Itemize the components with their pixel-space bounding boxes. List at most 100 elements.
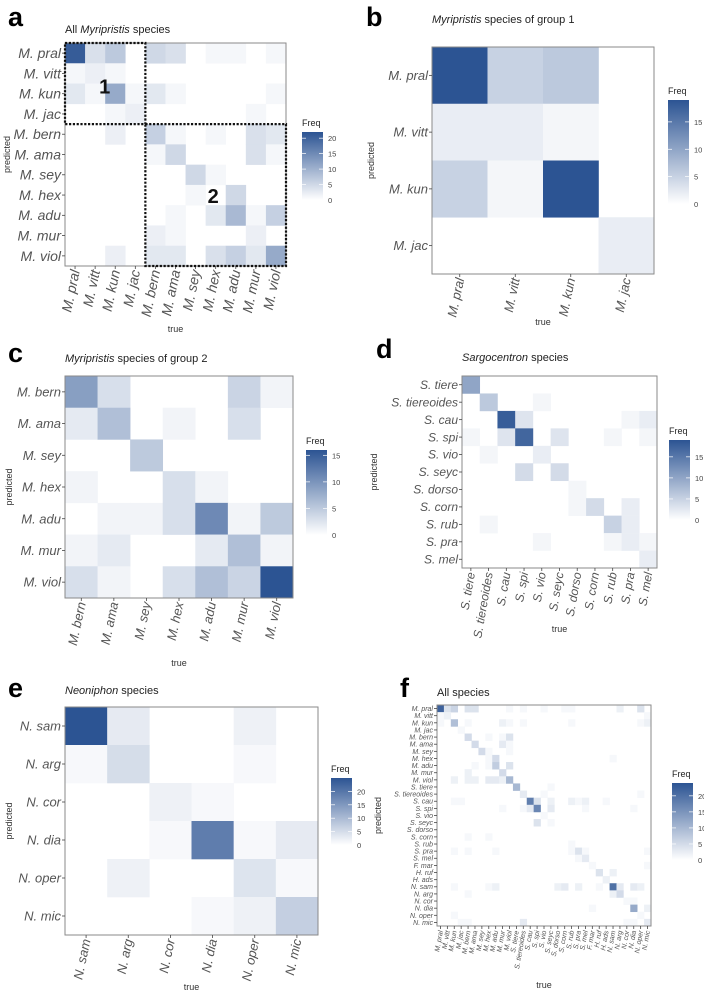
title-prefix: All bbox=[65, 24, 80, 36]
legend-tick-label: 15 bbox=[357, 801, 365, 810]
y-tick-label: M. bern bbox=[409, 735, 433, 742]
y-tick-label: N. dia bbox=[27, 833, 61, 848]
heatmap-cell bbox=[149, 821, 192, 860]
x-axis-label: true bbox=[536, 980, 552, 990]
y-axis-label: predicted bbox=[4, 468, 14, 505]
heatmap-cell bbox=[107, 859, 150, 898]
heatmap-cell bbox=[603, 428, 622, 447]
y-tick-label: M. mur bbox=[17, 227, 62, 243]
legend-tick-label: 5 bbox=[328, 181, 332, 190]
heatmap-cell bbox=[499, 769, 507, 777]
legend-tick-label: 5 bbox=[694, 173, 698, 182]
heatmap-cell bbox=[85, 63, 106, 84]
y-tick-label: M. pral bbox=[412, 706, 434, 713]
heatmap-cell bbox=[506, 705, 514, 713]
heatmap-cell bbox=[162, 502, 196, 535]
y-tick-label: N. mic bbox=[24, 909, 61, 924]
x-tick-label: H. ruf bbox=[594, 929, 604, 948]
plot-frame bbox=[64, 706, 319, 936]
heatmap-cell bbox=[275, 821, 319, 860]
y-tick-label: M. pral bbox=[18, 45, 62, 61]
heatmap-cell bbox=[479, 445, 498, 464]
y-axis-label: predicted bbox=[2, 136, 12, 173]
title-suffix: species of group 2 bbox=[115, 353, 208, 365]
heatmap-cell bbox=[432, 47, 488, 105]
legend-tick-label: 5 bbox=[695, 495, 699, 504]
heatmap-cell bbox=[506, 719, 514, 727]
heatmap-cell bbox=[165, 43, 186, 64]
heatmap-cell bbox=[519, 918, 528, 927]
heatmap-cell bbox=[450, 776, 459, 784]
legend-title: Freq bbox=[331, 764, 350, 774]
y-axis-label: predicted bbox=[366, 142, 376, 179]
heatmap-cell bbox=[65, 407, 98, 440]
heatmap-cell bbox=[621, 515, 640, 534]
heatmap-cell bbox=[65, 707, 108, 746]
heatmap-cell bbox=[568, 797, 576, 806]
legend: Freq 0 5 10 15 bbox=[306, 436, 340, 540]
y-tick-label: S. spi bbox=[415, 806, 433, 813]
heatmap-cell bbox=[457, 797, 465, 806]
heatmap-cell bbox=[547, 797, 555, 806]
legend: Freq 0 5 10 15 bbox=[668, 86, 702, 209]
heatmap-cell bbox=[581, 804, 590, 813]
chart-title: Myripristis species of group 1 bbox=[432, 14, 574, 26]
title-italic: Neoniphon bbox=[65, 685, 118, 697]
heatmap-cell bbox=[540, 811, 548, 820]
heatmap-cell bbox=[464, 890, 472, 898]
y-tick-label: M. sey bbox=[412, 749, 433, 756]
heatmap-cell bbox=[275, 897, 319, 936]
x-tick-label: M. pral bbox=[444, 275, 467, 318]
y-tick-label: S. cau bbox=[424, 413, 458, 427]
legend-tick-label: 10 bbox=[694, 145, 702, 154]
heatmap-cell bbox=[506, 747, 514, 756]
heatmap-cell bbox=[568, 498, 587, 516]
heatmap-cell bbox=[227, 566, 261, 599]
x-tick-label: S. corn bbox=[582, 571, 602, 611]
legend-colorbar bbox=[331, 778, 352, 845]
heatmap-cell bbox=[265, 83, 287, 105]
legend-tick-label: 10 bbox=[357, 814, 365, 823]
y-tick-label: N. arg bbox=[26, 757, 62, 772]
heatmap-cell bbox=[487, 160, 544, 218]
heatmap-cell bbox=[105, 63, 126, 84]
heatmap-cell bbox=[130, 439, 164, 472]
heatmap-cell bbox=[464, 847, 472, 856]
heatmap-cell bbox=[65, 566, 98, 599]
x-tick-label: M. adu bbox=[196, 601, 219, 643]
heatmap-cell bbox=[616, 705, 624, 713]
heatmap-cell bbox=[205, 245, 227, 267]
legend-tick-label: 0 bbox=[695, 516, 699, 525]
heatmap-cell bbox=[515, 428, 534, 447]
heatmap-cell bbox=[644, 861, 652, 870]
heatmap-cell bbox=[97, 534, 131, 567]
legend: Freq 0 5 10 15 bbox=[669, 426, 703, 525]
x-tick-label: S. seyc bbox=[546, 571, 567, 612]
heatmap-cell bbox=[245, 124, 267, 145]
heatmap-cell bbox=[637, 719, 645, 727]
legend-tick-label: 0 bbox=[328, 196, 332, 205]
x-tick-label: S. spi bbox=[512, 571, 531, 603]
y-tick-label: S. dorso bbox=[413, 483, 458, 497]
heatmap-cell bbox=[543, 160, 599, 218]
heatmap-cell bbox=[471, 740, 479, 749]
x-tick-label: M. mur bbox=[496, 929, 507, 952]
heatmap-cell bbox=[464, 776, 472, 784]
x-tick-label: M. sey bbox=[131, 599, 154, 641]
heatmap-cell bbox=[519, 804, 528, 813]
x-tick-label: S. tiere bbox=[510, 930, 521, 953]
heatmap-cell bbox=[499, 776, 507, 784]
heatmap-cell bbox=[130, 502, 164, 535]
x-tick-label: S. vio bbox=[538, 930, 548, 949]
heatmap-cell bbox=[227, 407, 261, 440]
heatmap-cell bbox=[65, 471, 98, 504]
heatmap-cell bbox=[462, 376, 481, 394]
heatmap-cell bbox=[637, 705, 645, 713]
heatmap-cell bbox=[205, 205, 227, 226]
x-axis-label: true bbox=[171, 658, 187, 668]
heatmap-cell bbox=[432, 103, 488, 161]
chart-title: All Myripristis species bbox=[65, 24, 171, 36]
x-tick-label: S. pra bbox=[573, 930, 583, 950]
heatmap-cell bbox=[568, 705, 576, 713]
